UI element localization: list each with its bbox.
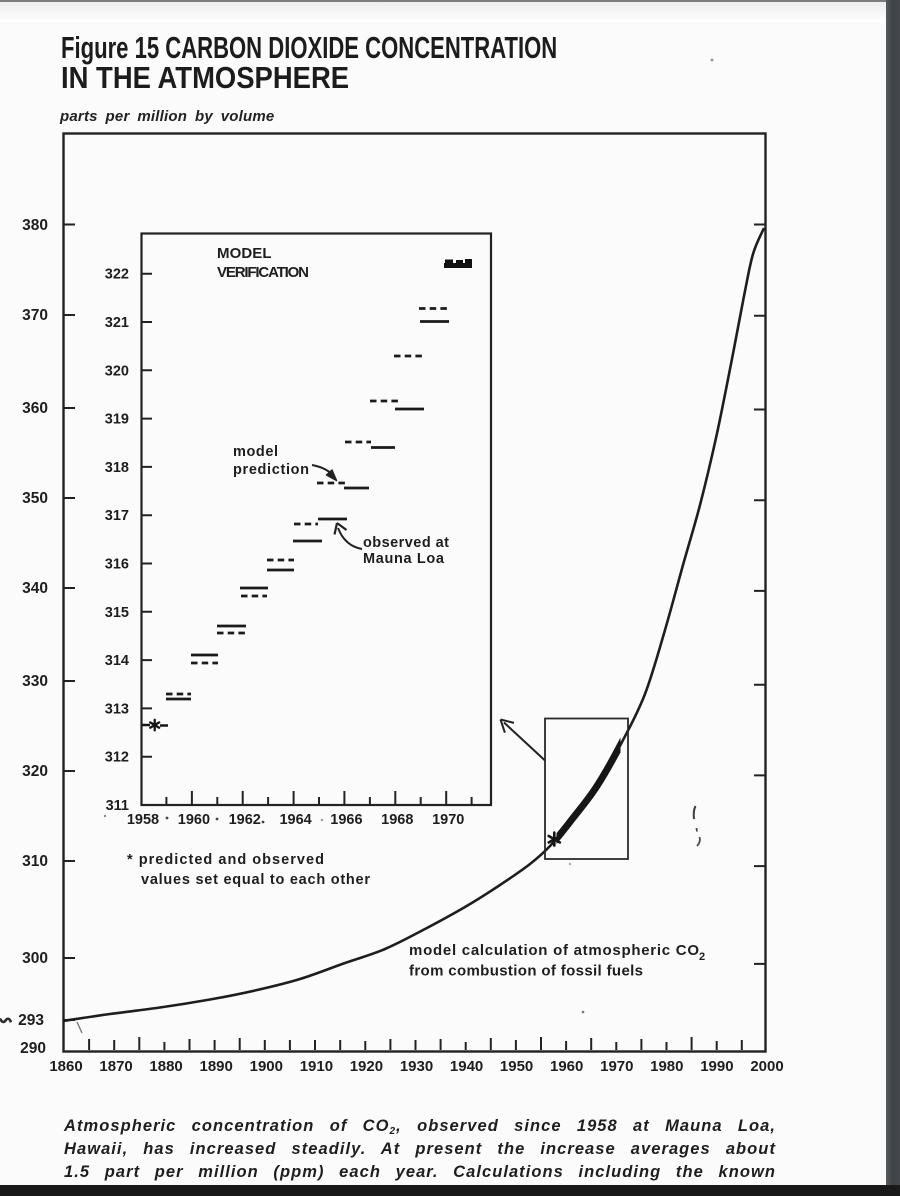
svg-text:1990: 1990 [700,1058,733,1075]
svg-text:317: 317 [105,508,129,524]
svg-text:290: 290 [20,1040,46,1057]
svg-text:380: 380 [22,217,48,234]
svg-text:Mauna Loa: Mauna Loa [363,551,445,567]
svg-text:330: 330 [22,673,48,690]
svg-text:model: model [233,444,278,460]
svg-text:318: 318 [105,460,129,476]
svg-text:MODEL: MODEL [217,245,272,262]
svg-text:1970: 1970 [432,812,464,828]
svg-text:1966: 1966 [330,812,362,828]
svg-text:1958: 1958 [127,812,159,828]
svg-text:312: 312 [105,750,129,766]
svg-text:2000: 2000 [750,1058,783,1075]
svg-text:1962: 1962 [229,812,261,828]
svg-text:316: 316 [105,557,129,573]
svg-text:from combustion of fossil fuel: from combustion of fossil fuels [409,963,643,980]
svg-text:320: 320 [22,763,48,780]
svg-text:319: 319 [105,412,129,428]
svg-text:1964: 1964 [279,812,311,828]
svg-text:340: 340 [22,580,48,597]
svg-text:293: 293 [18,1012,44,1029]
svg-text:1960: 1960 [178,812,210,828]
svg-text:2: 2 [699,951,705,963]
svg-text:1970: 1970 [600,1058,633,1075]
svg-text:311: 311 [106,798,129,814]
svg-text:322: 322 [105,267,129,283]
svg-text:360: 360 [22,400,48,417]
svg-text:321: 321 [105,315,129,331]
svg-text:values set equal to each other: values set equal to each other [141,872,370,888]
svg-text:314: 314 [105,653,129,669]
svg-text:313: 313 [105,701,129,717]
svg-text:350: 350 [22,490,48,507]
svg-text:310: 310 [22,853,48,870]
svg-text:1930: 1930 [400,1058,433,1075]
svg-text:1870: 1870 [99,1058,132,1075]
svg-text:1980: 1980 [650,1058,683,1075]
svg-text:observed at: observed at [363,535,449,551]
svg-text:1890: 1890 [200,1058,233,1075]
svg-text:prediction: prediction [233,462,309,478]
svg-text:370: 370 [22,307,48,324]
svg-text:1968: 1968 [381,812,413,828]
svg-text:1860: 1860 [49,1058,82,1075]
svg-text:VERIFICATION: VERIFICATION [217,264,309,281]
svg-text:1960: 1960 [550,1058,583,1075]
svg-text:1920: 1920 [350,1058,383,1075]
svg-text:1940: 1940 [450,1058,483,1075]
svg-text:1900: 1900 [250,1058,283,1075]
svg-text:* predicted and observed: * predicted and observed [127,852,324,868]
svg-text:model calculation of atmospher: model calculation of atmospheric CO [409,942,699,959]
svg-text:1910: 1910 [300,1058,333,1075]
svg-text:1950: 1950 [500,1058,533,1075]
svg-text:315: 315 [105,605,129,621]
svg-text:300: 300 [22,950,48,967]
svg-text:1880: 1880 [149,1058,182,1075]
svg-text:320: 320 [105,363,129,379]
